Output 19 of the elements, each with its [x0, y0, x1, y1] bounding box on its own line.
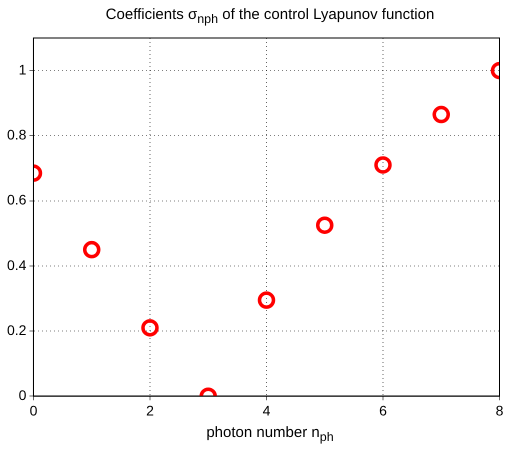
y-tick-label: 0.8	[6, 126, 27, 143]
y-tick-label: 0.4	[6, 256, 27, 273]
point	[374, 156, 392, 174]
point	[82, 240, 100, 258]
point	[141, 319, 159, 337]
x-tick-label: 0	[30, 402, 38, 418]
chart-title: Coefficients σ$_{nph}$ of the control Lyapunov function	[104, 6, 436, 26]
x-tick-label: 8	[496, 402, 504, 418]
x-tick-label: 2	[146, 402, 154, 418]
y-tick-label: 0	[18, 387, 27, 404]
y-tick-label: 0.2	[6, 322, 27, 338]
y-tick-label: 1	[18, 61, 27, 78]
point	[258, 291, 276, 309]
y-tick-label: 0.6	[6, 192, 27, 208]
x-tick-label: 4	[262, 402, 271, 418]
x-axis-title: photon number n$_{ph}$	[205, 424, 335, 444]
point	[432, 106, 450, 124]
point	[316, 216, 334, 234]
x-tick-label: 6	[379, 402, 388, 418]
